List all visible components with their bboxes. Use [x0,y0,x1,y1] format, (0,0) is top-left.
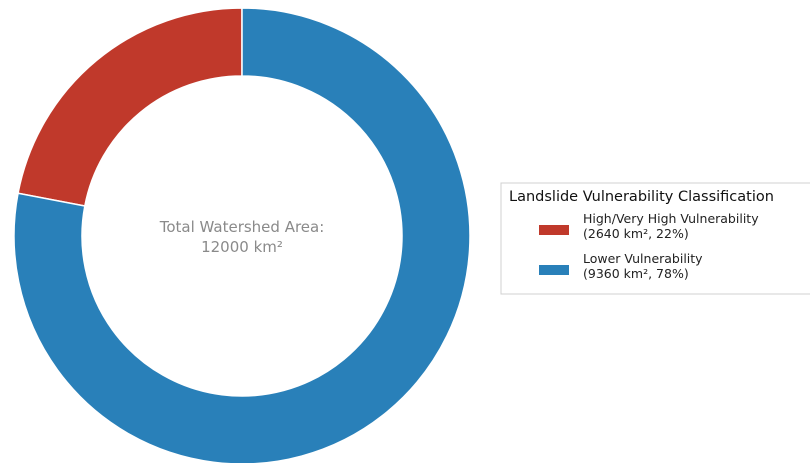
legend-title: Landslide Vulnerability Classification [509,189,774,205]
center-label-line-1: Total Watershed Area: [159,218,325,236]
donut-slice-lower-vulnerability [13,7,471,463]
legend-label-lower-vulnerability: Lower Vulnerability [583,251,703,266]
legend-frame [500,182,810,295]
legend-value-high-vulnerability: (2640 km², 22%) [583,226,689,241]
legend-swatch-lower-vulnerability [539,265,569,275]
legend: Landslide Vulnerability Classification H… [500,182,810,295]
legend-label-high-vulnerability: High/Very High Vulnerability [583,211,759,226]
donut-slices [13,7,471,463]
donut-slice-high-vulnerability [17,7,243,207]
center-label-line-2: 12000 km² [201,238,283,256]
legend-swatch-high-vulnerability [539,225,569,235]
legend-value-lower-vulnerability: (9360 km², 78%) [583,266,689,281]
